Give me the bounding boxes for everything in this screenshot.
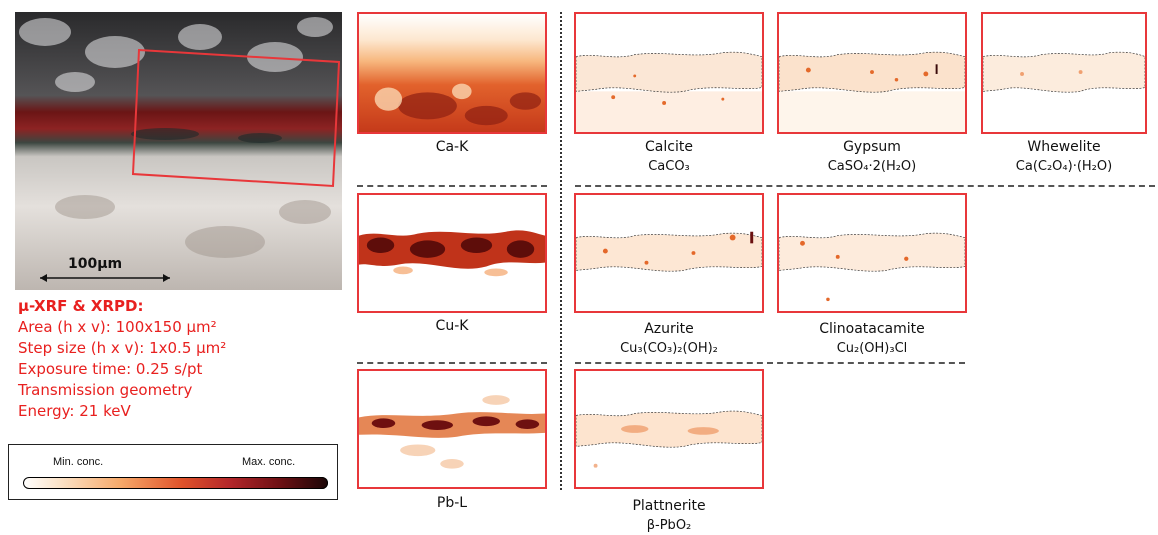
phase-formula: Ca(C₂O₄)·(H₂O): [1015, 159, 1113, 174]
scale-bar-label: 100µm: [68, 256, 123, 272]
colorbar-max-label: Max. conc.: [242, 456, 296, 468]
phase-name: Azurite: [644, 321, 694, 337]
map-label-cu-k: Cu-K: [435, 318, 469, 334]
info-line: Transmission geometry: [18, 381, 193, 399]
info-title: µ-XRF & XRPD:: [18, 297, 144, 315]
phase-label-azurite: Azurite Cu₃(CO₃)₂(OH)₂: [574, 320, 764, 358]
phase-name: Plattnerite: [632, 498, 706, 514]
row-divider: [357, 185, 547, 187]
info-line: Energy: 21 keV: [18, 402, 131, 420]
phase-formula: CaSO₄·2(H₂O): [827, 159, 917, 174]
phase-formula: β-PbO₂: [646, 518, 692, 533]
phase-label-whewelite: Whewelite Ca(C₂O₄)·(H₂O): [971, 138, 1157, 176]
row-divider: [357, 362, 547, 364]
map-gypsum: [777, 12, 967, 134]
map-label-pb-l: Pb-L: [436, 495, 468, 511]
map-plattnerite: [574, 369, 764, 489]
map-azurite: [574, 193, 764, 313]
concentration-colorbar: Min. conc. Max. conc.: [8, 444, 338, 500]
phase-label-clinoatacamite: Clinoatacamite Cu₂(OH)₃Cl: [777, 320, 967, 358]
info-line: Exposure time: 0.25 s/pt: [18, 360, 203, 378]
info-line: Step size (h x v): 1x0.5 µm²: [18, 339, 227, 357]
colorbar-min-label: Min. conc.: [53, 456, 104, 468]
map-label-ca-k: Ca-K: [435, 139, 469, 155]
phase-formula: Cu₂(OH)₃Cl: [836, 341, 908, 356]
phase-formula: Cu₃(CO₃)₂(OH)₂: [620, 341, 718, 356]
colorbar-gradient: [23, 477, 328, 489]
measurement-info: µ-XRF & XRPD: Area (h x v): 100x150 µm² …: [18, 296, 226, 422]
cross-section-photo: [15, 12, 342, 290]
row-divider: [575, 185, 1155, 187]
phase-label-plattnerite: Plattnerite β-PbO₂: [574, 497, 764, 535]
column-separator: [560, 12, 562, 490]
phase-name: Clinoatacamite: [819, 321, 925, 337]
map-clinoatacamite: [777, 193, 967, 313]
map-cu-k: [357, 193, 547, 313]
phase-name: Whewelite: [1027, 139, 1101, 155]
map-ca-k: [357, 12, 547, 134]
row-divider: [575, 362, 965, 364]
phase-name: Calcite: [645, 139, 693, 155]
phase-name: Gypsum: [843, 139, 901, 155]
phase-label-gypsum: Gypsum CaSO₄·2(H₂O): [777, 138, 967, 176]
map-calcite: [574, 12, 764, 134]
map-whewelite: [981, 12, 1147, 134]
phase-label-calcite: Calcite CaCO₃: [574, 138, 764, 176]
map-pb-l: [357, 369, 547, 489]
info-line: Area (h x v): 100x150 µm²: [18, 318, 217, 336]
phase-formula: CaCO₃: [648, 159, 690, 174]
